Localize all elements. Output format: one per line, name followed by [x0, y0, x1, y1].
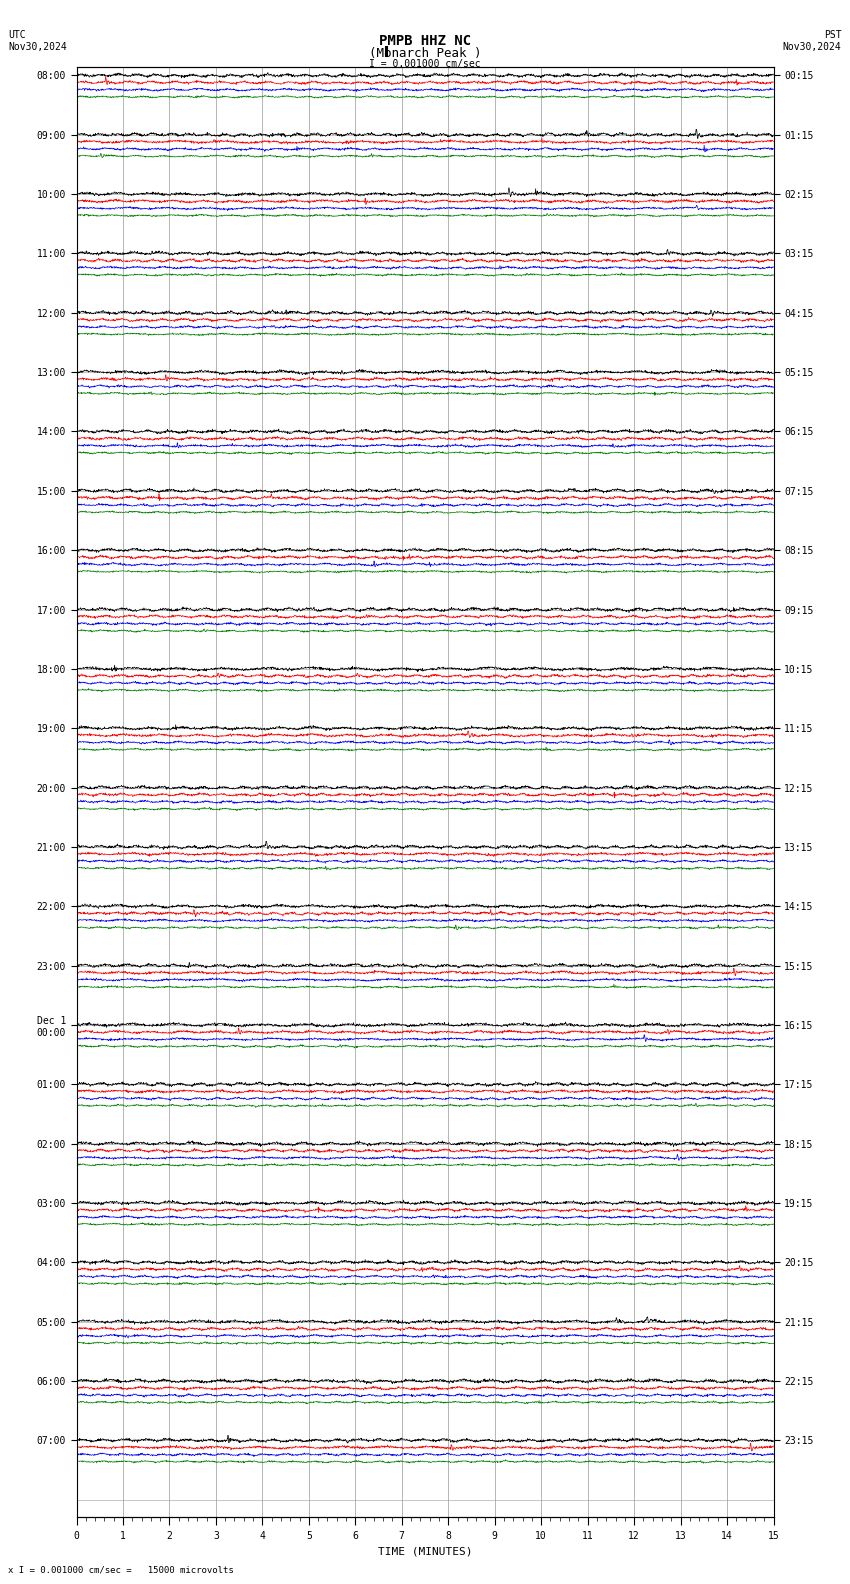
Text: x I = 0.001000 cm/sec =   15000 microvolts: x I = 0.001000 cm/sec = 15000 microvolts: [8, 1565, 235, 1574]
Text: I = 0.001000 cm/sec: I = 0.001000 cm/sec: [369, 59, 481, 68]
Text: PMPB HHZ NC: PMPB HHZ NC: [379, 33, 471, 48]
Text: UTC
Nov30,2024: UTC Nov30,2024: [8, 30, 67, 52]
Text: PST
Nov30,2024: PST Nov30,2024: [783, 30, 842, 52]
X-axis label: TIME (MINUTES): TIME (MINUTES): [377, 1546, 473, 1555]
Text: (Monarch Peak ): (Monarch Peak ): [369, 46, 481, 60]
